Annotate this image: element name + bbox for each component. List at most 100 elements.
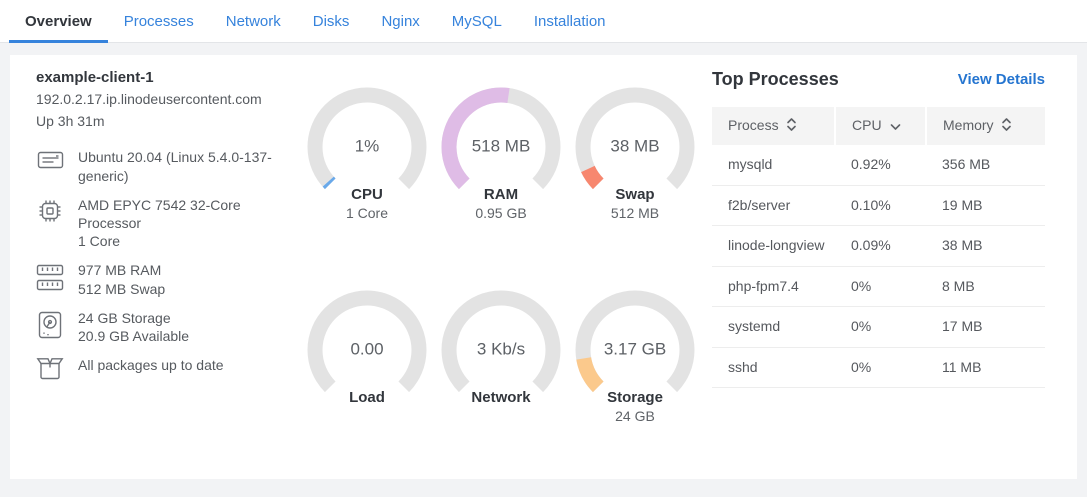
gauge-load-sublabel [300,408,434,425]
host-name: example-client-1 [36,69,154,86]
tab-mysql[interactable]: MySQL [436,0,518,42]
top-processes-table: Process CPU Memory mysqld 0.92% 356 MB [712,107,1045,388]
tab-label: Processes [123,12,194,30]
gauge-swap-label: Swap [615,186,655,203]
spec-row-disk: 24 GB Storage 20.9 GB Available [36,309,284,345]
cell-cpu: 0.92% [835,145,926,186]
tab-network[interactable]: Network [210,0,297,42]
column-label: Memory [943,117,994,133]
gauge-network-sublabel [434,408,568,425]
gauge-network-label: Network [471,389,531,406]
cell-memory: 17 MB [926,306,1045,348]
gauge-storage-sublabel: 24 GB [615,408,655,424]
tab-label: MySQL [451,12,502,30]
gauge-swap-sublabel: 512 MB [610,205,660,221]
cell-cpu: 0% [835,266,926,307]
spec-text-cpu: AMD EPYC 7542 32-Core Processor 1 Core [78,196,278,251]
gauge-swap: 38 MB Swap 512 MB [568,87,702,222]
gauge-storage-label: Storage [607,389,663,406]
spec-row-ram: 977 MB RAM 512 MB Swap [36,261,284,297]
table-header-row: Process CPU Memory [712,107,1045,145]
package-icon [36,356,64,381]
tab-nginx[interactable]: Nginx [365,0,435,42]
spec-line: 512 MB Swap [78,280,166,297]
cell-process: systemd [712,306,835,348]
column-label: Process [728,117,779,133]
gauge-cpu-value: 1% [354,136,380,156]
top-processes-title: Top Processes [712,69,839,89]
spec-line: 977 MB RAM [78,262,162,279]
gauge-swap-value: 38 MB [610,136,660,156]
tab-label: Disks [312,12,350,30]
column-header-cpu[interactable]: CPU [834,107,926,145]
spec-line: 24 GB Storage [78,309,171,326]
overview-card: example-client-1 192.0.2.17.ip.linodeuse… [10,55,1077,479]
gauge-load-value: 0.00 [350,339,384,359]
gauge-swap-dial: 38 MB [575,87,695,207]
sort-desc-icon [889,117,902,135]
tab-label: Overview [25,12,92,30]
spec-row-cpu: AMD EPYC 7542 32-Core Processor 1 Core [36,196,284,251]
cell-process: f2b/server [712,185,835,226]
top-processes-header: Top Processes View Details [712,69,1045,90]
gauge-load: 0.00 Load [300,290,434,425]
spec-text-packages: All packages up to date [78,357,224,374]
gauge-load-label: Load [349,389,385,406]
table-row: php-fpm7.4 0% 8 MB [712,266,1045,307]
tab-label: Network [225,12,281,30]
table-row: linode-longview 0.09% 38 MB [712,225,1045,267]
gauge-network: 3 Kb/s Network [434,290,568,425]
gauge-ram-dial: 518 MB [441,87,561,207]
gauge-cpu-dial: 1% [307,87,427,207]
spec-line: 1 Core [78,233,121,250]
table-row: mysqld 0.92% 356 MB [712,145,1045,186]
cell-process: linode-longview [712,225,835,267]
gauge-cpu-sublabel: 1 Core [345,205,389,221]
tab-label: Installation [533,12,606,30]
column-header-process[interactable]: Process [712,107,835,145]
cell-cpu: 0% [835,347,926,388]
spec-row-packages: All packages up to date [36,356,284,381]
table-row: systemd 0% 17 MB [712,306,1045,348]
ram-icon [36,261,64,297]
cell-memory: 356 MB [926,145,1045,186]
gauge-cpu-label: CPU [351,186,383,203]
tab-installation[interactable]: Installation [518,0,622,42]
gauge-network-dial: 3 Kb/s [441,290,561,410]
tab-bar: Overview Processes Network Disks Nginx M… [0,0,1087,43]
gauge-ram-label: RAM [483,186,519,203]
tab-label: Nginx [381,12,420,30]
sort-both-icon [1001,117,1012,135]
spec-line: 20.9 GB Available [78,327,190,344]
cpu-icon [36,196,64,251]
cell-cpu: 0.10% [835,185,926,226]
gauge-ram-sublabel: 0.95 GB [475,205,527,221]
spec-text-os: Ubuntu 20.04 (Linux 5.4.0-137-generic) [78,149,272,184]
gauge-storage-dial: 3.17 GB [575,290,695,410]
tab-processes[interactable]: Processes [108,0,210,42]
tab-disks[interactable]: Disks [297,0,366,42]
gauge-storage: 3.17 GB Storage 24 GB [568,290,702,425]
column-header-memory[interactable]: Memory [925,107,1045,145]
cell-process: sshd [712,347,835,388]
host-spec-list: Ubuntu 20.04 (Linux 5.4.0-137-generic) A… [36,148,284,381]
host-info-panel: example-client-1 192.0.2.17.ip.linodeuse… [36,69,284,381]
gauge-ram-value: 518 MB [471,136,531,156]
cell-memory: 11 MB [926,347,1045,388]
cell-process: mysqld [712,145,835,186]
gauge-load-dial: 0.00 [307,290,427,410]
table-row: sshd 0% 11 MB [712,347,1045,388]
top-processes-panel: Top Processes View Details Process CPU M… [712,69,1045,388]
gauge-storage-value: 3.17 GB [603,339,667,359]
disk-icon [36,309,64,345]
os-icon [36,148,64,184]
cell-memory: 38 MB [926,225,1045,267]
tab-overview[interactable]: Overview [9,0,108,43]
sort-both-icon [786,117,797,135]
gauge-cpu: 1% CPU 1 Core [300,87,434,222]
view-details-link[interactable]: View Details [957,71,1045,88]
cell-process: php-fpm7.4 [712,266,835,307]
cell-memory: 8 MB [926,266,1045,307]
spec-text-ram: 977 MB RAM 512 MB Swap [78,261,278,297]
column-label: CPU [852,117,882,133]
